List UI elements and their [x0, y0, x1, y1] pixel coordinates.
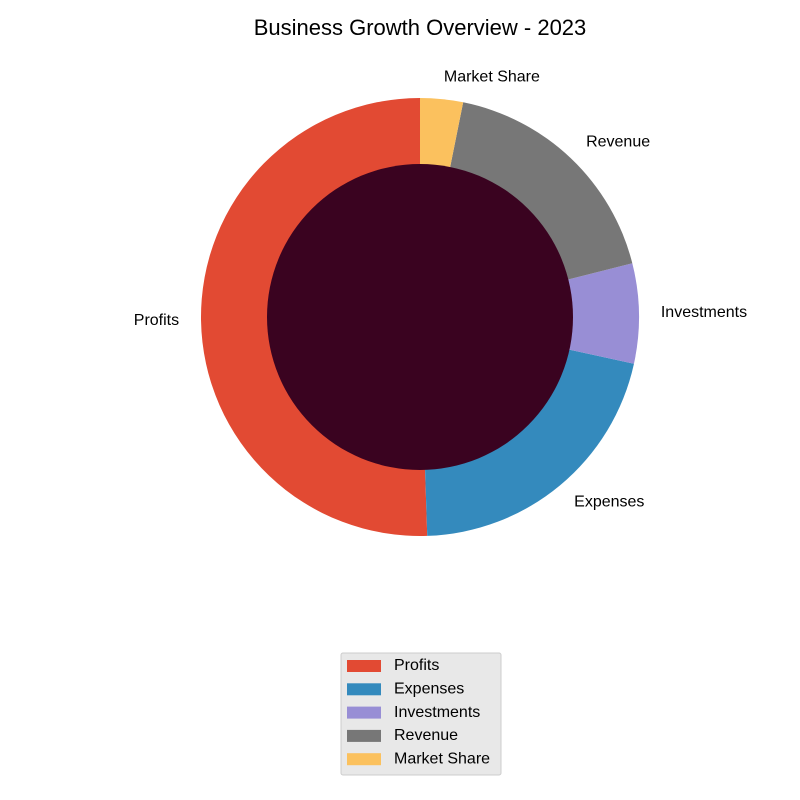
slice-label-revenue: Revenue — [586, 134, 650, 151]
donut-center — [267, 164, 573, 470]
legend-label-investments: Investments — [394, 704, 480, 721]
slice-label-profits: Profits — [134, 312, 179, 329]
legend-swatch-investments — [347, 706, 381, 719]
slice-labels: Profits Expenses Investments Revenue Market … — [134, 69, 747, 511]
legend-swatch-market-share — [347, 753, 381, 766]
legend-swatch-expenses — [347, 683, 381, 696]
chart-title: Business Growth Overview - 2023 — [254, 15, 587, 40]
legend-swatch-profits — [347, 660, 381, 672]
legend-label-market-share: Market Share — [394, 750, 490, 767]
legend-label-profits: Profits — [394, 657, 439, 674]
legend-label-expenses: Expenses — [394, 681, 464, 698]
legend-label-revenue: Revenue — [394, 727, 458, 744]
slice-label-expenses: Expenses — [574, 493, 644, 510]
slice-label-investments: Investments — [661, 304, 747, 321]
legend: Profits Expenses Investments Revenue Market … — [340, 652, 502, 776]
slice-label-market-share: Market Share — [444, 69, 540, 86]
legend-swatch-revenue — [347, 729, 381, 742]
